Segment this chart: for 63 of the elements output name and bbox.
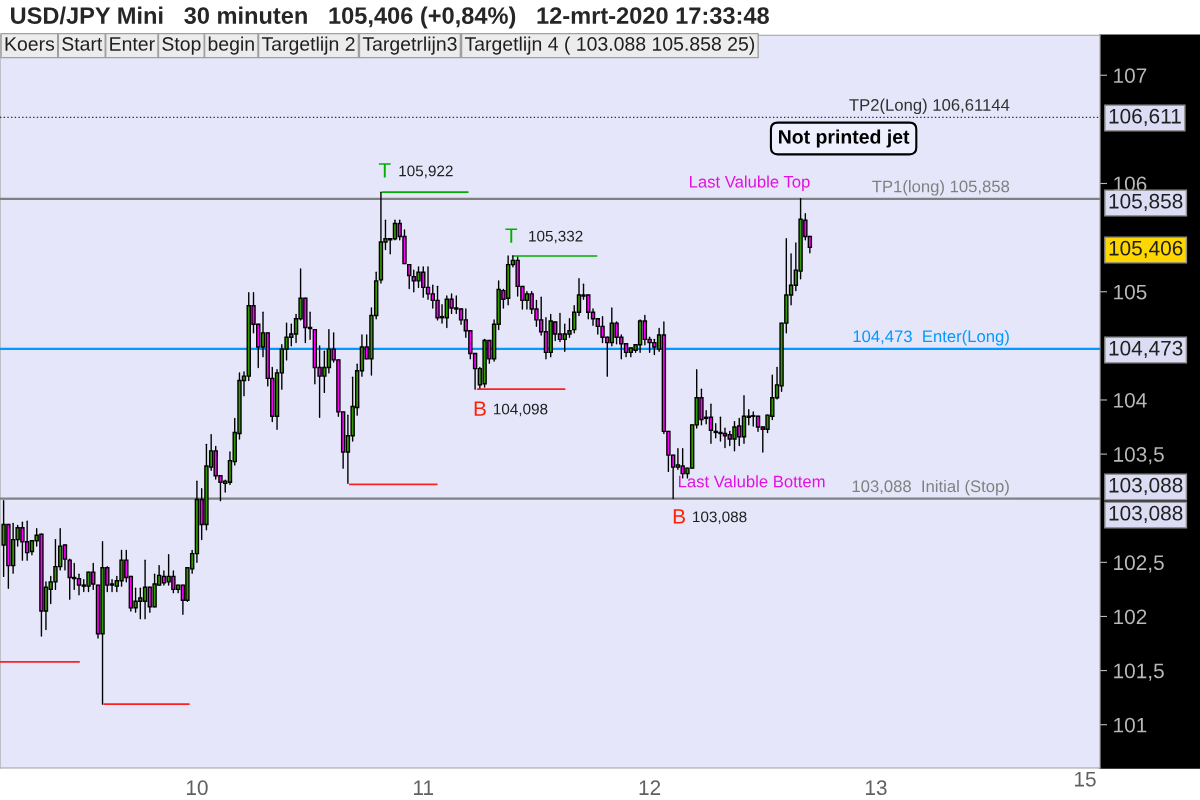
annotation: Enter <box>110 37 155 51</box>
y-tick-label: 102,5 <box>1114 555 1164 573</box>
candlestick <box>435 285 440 321</box>
candlestick <box>425 266 431 301</box>
candlestick <box>557 312 563 343</box>
annotation: 105,922 <box>399 165 453 179</box>
y-tick-label: 106 <box>1114 176 1147 192</box>
candlestick <box>86 571 91 593</box>
text: 15 <box>1075 772 1096 787</box>
annotation: Not printed jet <box>779 129 910 148</box>
text: 105,406 <box>1109 240 1183 259</box>
annotation: T <box>505 228 518 243</box>
ref-line-label: TP1(long) 105,858 <box>872 180 1010 196</box>
y-tick-label: 101 <box>1114 717 1147 733</box>
candlestick <box>567 318 572 338</box>
text: 104,473 <box>1109 340 1183 359</box>
x-tick-label: 12 <box>639 780 661 795</box>
y-tick-label: 102 <box>1114 609 1147 625</box>
y-tick-label: 105 <box>1114 284 1147 300</box>
annotation: 105,332 <box>529 230 583 244</box>
annotation: B <box>673 509 685 524</box>
candlestick <box>543 317 549 360</box>
y-tick-label: 101,5 <box>1114 663 1164 681</box>
candlestick <box>326 328 332 374</box>
annotation: Koers <box>5 37 55 51</box>
annotation: Stop <box>162 37 201 55</box>
candlestick <box>407 263 412 290</box>
ref-line-label: TP2(Long) 106,61144 <box>849 98 1010 115</box>
y-tick-label: 103,5 <box>1114 447 1164 465</box>
text: 103,088 <box>1109 505 1183 524</box>
candlestick <box>152 573 157 608</box>
annotation: Targetrlijn3 <box>362 36 457 55</box>
candlestick <box>732 420 737 452</box>
candlestick <box>76 573 82 596</box>
annotation: T <box>378 163 391 178</box>
annotation: Targetlijn 4 ( 103.088 105.858 25) <box>464 36 755 55</box>
annotation: B <box>474 401 486 416</box>
annotation: begin <box>208 36 254 55</box>
candlestick <box>637 319 643 354</box>
annotation: Start <box>62 37 103 51</box>
x-tick-label: 10 <box>186 780 208 796</box>
candlestick <box>24 520 30 561</box>
x-tick-label: 13 <box>865 780 887 796</box>
candlestick <box>142 559 148 620</box>
annotation: 104,098 <box>493 403 548 417</box>
text: 105,858 <box>1109 193 1183 212</box>
candlestick <box>416 266 421 289</box>
candlestick <box>708 403 714 444</box>
y-tick-label: 107 <box>1114 68 1147 83</box>
candlestick <box>675 447 681 470</box>
text: 106,611 <box>1109 108 1181 127</box>
ref-line-label: 103,088 Initial (Stop) <box>852 479 1009 496</box>
candlestick <box>609 307 615 347</box>
annotation: Targetlijn 2 <box>261 36 355 55</box>
ref-line-label: 104,473 Enter(Long) <box>853 329 1009 346</box>
annotation: 103,088 <box>693 511 747 525</box>
annotation: Last Valuble Top <box>689 175 810 191</box>
text: 103,088 <box>1109 477 1183 496</box>
x-tick-label: 11 <box>414 780 434 795</box>
y-tick-label: 104 <box>1114 392 1147 408</box>
annotation: Last Valuble Bottem <box>678 475 825 488</box>
candlestick <box>642 314 648 346</box>
chart-title: USD/JPY Mini 30 minuten 105,406 (+0,84%) 12-mrt-2020 17:33:48 <box>11 6 769 29</box>
